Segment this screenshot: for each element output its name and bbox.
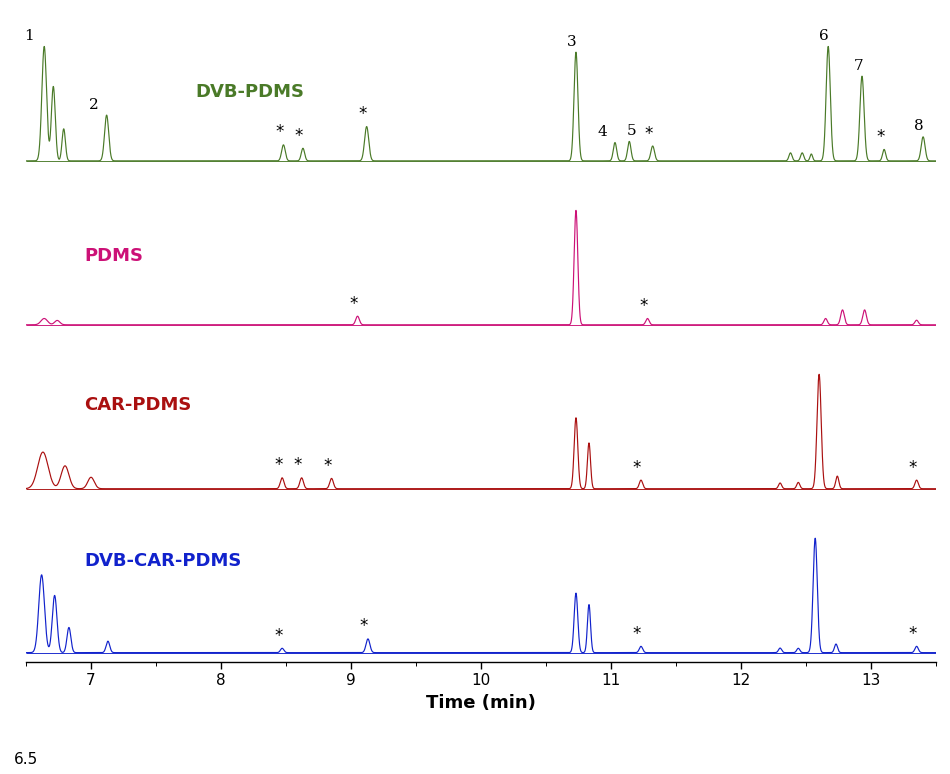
Text: 6: 6 (820, 29, 829, 43)
Text: 7: 7 (853, 59, 863, 73)
Text: *: * (323, 457, 332, 475)
Text: *: * (876, 128, 884, 146)
X-axis label: Time (min): Time (min) (427, 694, 536, 712)
Text: 2: 2 (88, 98, 99, 111)
Text: *: * (908, 625, 917, 643)
Text: *: * (276, 123, 284, 142)
Text: *: * (633, 459, 641, 477)
Text: 4: 4 (598, 125, 607, 139)
Text: 3: 3 (567, 35, 577, 49)
Text: *: * (274, 627, 282, 645)
Text: DVB-CAR-PDMS: DVB-CAR-PDMS (85, 553, 242, 570)
Text: *: * (350, 295, 358, 313)
Text: *: * (645, 125, 653, 142)
Text: *: * (274, 457, 282, 474)
Text: 1: 1 (24, 29, 33, 43)
Text: 5: 5 (627, 124, 636, 138)
Text: *: * (358, 105, 367, 123)
Text: PDMS: PDMS (85, 247, 143, 265)
Text: DVB-PDMS: DVB-PDMS (195, 84, 304, 101)
Text: CAR-PDMS: CAR-PDMS (85, 396, 192, 414)
Text: 6.5: 6.5 (14, 752, 38, 767)
Text: *: * (639, 297, 648, 315)
Text: *: * (294, 457, 302, 474)
Text: *: * (360, 618, 369, 635)
Text: *: * (294, 127, 303, 145)
Text: *: * (908, 459, 917, 477)
Text: 8: 8 (915, 119, 924, 133)
Text: *: * (633, 625, 641, 643)
